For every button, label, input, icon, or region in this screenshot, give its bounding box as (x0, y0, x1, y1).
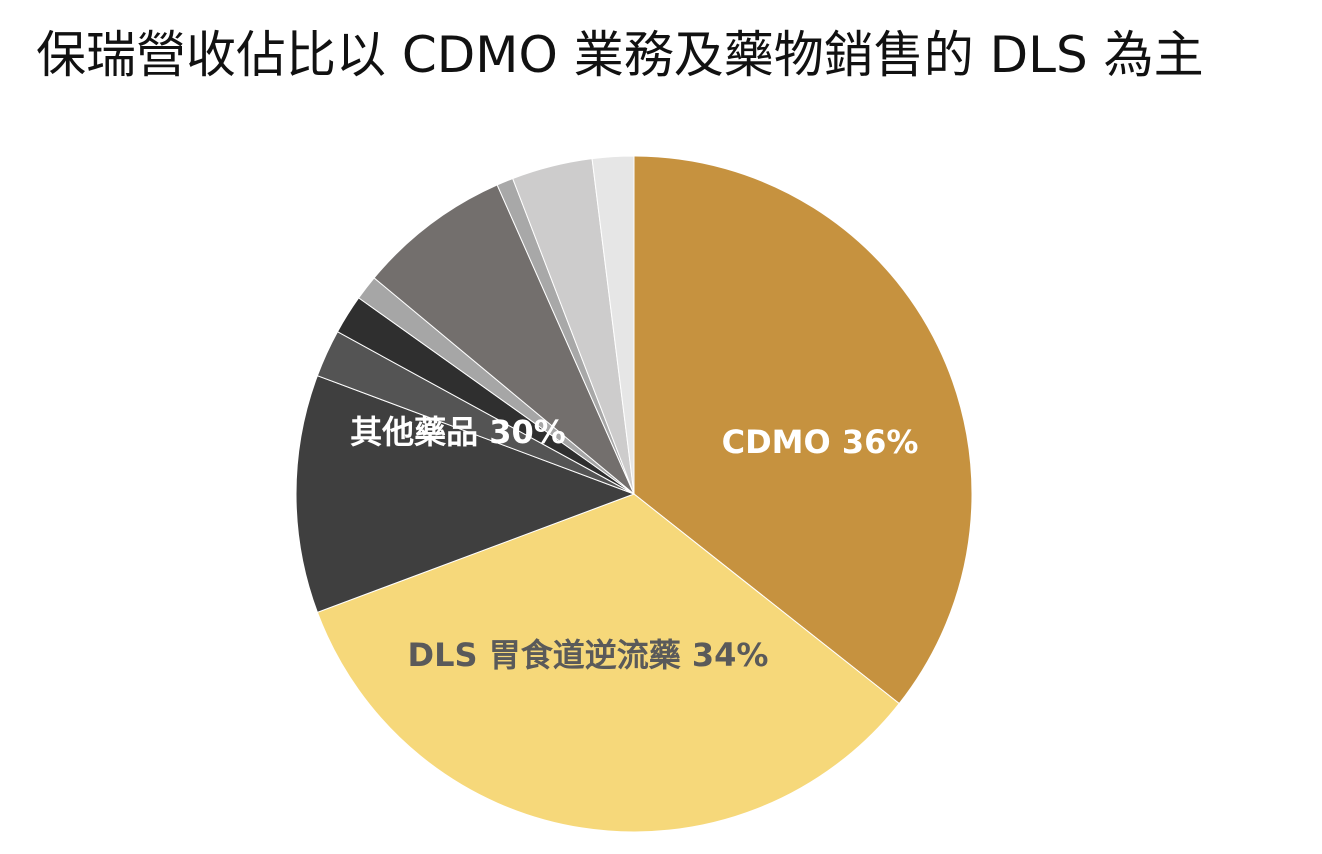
pie-slice-0 (633, 155, 973, 705)
pie-slice-2 (295, 375, 636, 613)
slice-label-cdmo: CDMO 36% (722, 423, 919, 461)
slice-label-other-drugs: 其他藥品 30% (350, 413, 566, 451)
pie-slices (295, 155, 973, 833)
chart-title: 保瑞營收佔比以 CDMO 業務及藥物銷售的 DLS 為主 (36, 26, 1204, 84)
slice-label-dls: DLS 胃食道逆流藥 34% (408, 636, 769, 674)
pie-slice-6 (373, 184, 635, 495)
pie-slice-1 (316, 493, 900, 833)
pie-slice-9 (591, 155, 635, 495)
